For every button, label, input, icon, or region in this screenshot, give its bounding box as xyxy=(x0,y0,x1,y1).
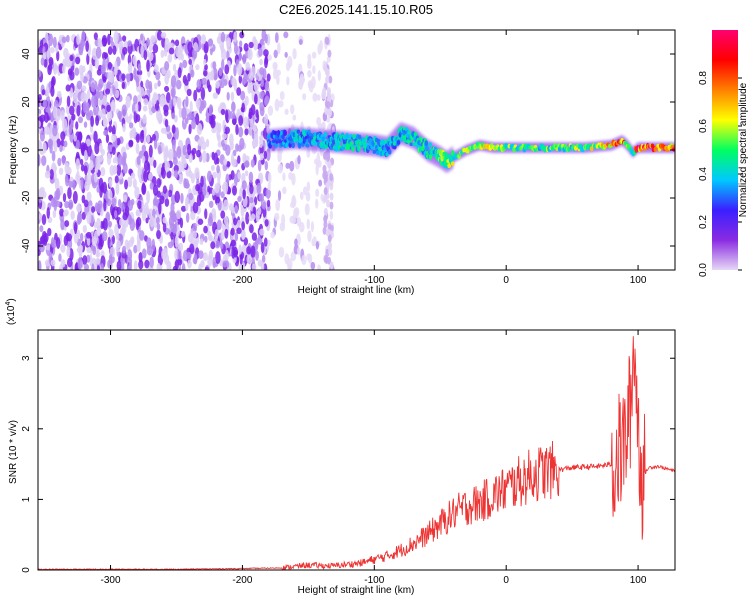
snr-x-tick-label: 0 xyxy=(503,575,509,586)
spectrogram-y-tick-label: 0 xyxy=(21,147,32,153)
snr-x-axis: -300 -200 -100 0 100 xyxy=(101,330,647,586)
spectrogram-y-tick-label: -40 xyxy=(21,238,32,253)
snr-y-tick-label: 1 xyxy=(21,496,32,502)
spectrogram-ridge xyxy=(266,121,675,174)
spectrogram-y-axis: -40 -20 0 20 40 xyxy=(21,48,675,253)
snr-x-tick-label: -300 xyxy=(101,575,121,586)
spectrogram-x-tick-label: -200 xyxy=(232,275,252,286)
colorbar-tick-label: 0.2 xyxy=(698,215,709,229)
figure-title: C2E6.2025.141.15.10.R05 xyxy=(279,2,433,17)
spectrogram-x-label: Height of straight line (km) xyxy=(298,285,415,296)
spectrogram-y-tick-label: 20 xyxy=(21,96,32,108)
spectrogram-y-tick-label: 40 xyxy=(21,48,32,60)
snr-x-tick-label: 100 xyxy=(630,575,647,586)
snr-y-tick-label: 3 xyxy=(21,355,32,361)
snr-x-tick-label: -200 xyxy=(232,575,252,586)
spectrogram-image xyxy=(38,30,675,270)
colorbar-label: Normalized spectral amplitude xyxy=(738,82,749,217)
spectrogram-x-axis: -300 -200 -100 0 100 xyxy=(101,30,647,286)
snr-x-tick-label: -100 xyxy=(364,575,384,586)
snr-y-axis: 0 1 2 3 xyxy=(21,355,675,573)
colorbar-tick-label: 0.6 xyxy=(698,119,709,133)
snr-x-label: Height of straight line (km) xyxy=(298,585,415,596)
spectrogram-x-tick-label: -300 xyxy=(101,275,121,286)
snr-frame xyxy=(37,329,676,571)
colorbar-tick-label: 0.0 xyxy=(698,263,709,277)
snr-multiplier: (x104) xyxy=(5,298,17,325)
colorbar-tick-label: 0.4 xyxy=(698,167,709,181)
snr-y-tick-label: 0 xyxy=(21,567,32,573)
spectrogram-y-tick-label: -20 xyxy=(21,190,32,205)
spectrogram-x-tick-label: -100 xyxy=(364,275,384,286)
colorbar: 0.0 0.2 0.4 0.6 0.8 Normalized spectral ampl… xyxy=(698,30,749,277)
colorbar-axis: 0.0 0.2 0.4 0.6 0.8 xyxy=(698,71,742,277)
snr-y-label: SNR (10 * v/v) xyxy=(8,420,19,484)
spectrogram-noise-region xyxy=(38,30,271,270)
snr-series-line xyxy=(38,336,675,570)
spectrogram-x-tick-label: 100 xyxy=(630,275,647,286)
spectrogram-x-tick-label: 0 xyxy=(503,275,509,286)
snr-y-tick-label: 2 xyxy=(21,426,32,432)
colorbar-tick-label: 0.8 xyxy=(698,71,709,85)
snr-plot-area xyxy=(38,336,675,570)
snr-panel: -300 -200 -100 0 100 0 1 2 3 Height of straight… xyxy=(5,298,676,596)
spectrogram-y-label: Frequency (Hz) xyxy=(8,116,19,185)
colorbar-gradient xyxy=(712,30,738,270)
